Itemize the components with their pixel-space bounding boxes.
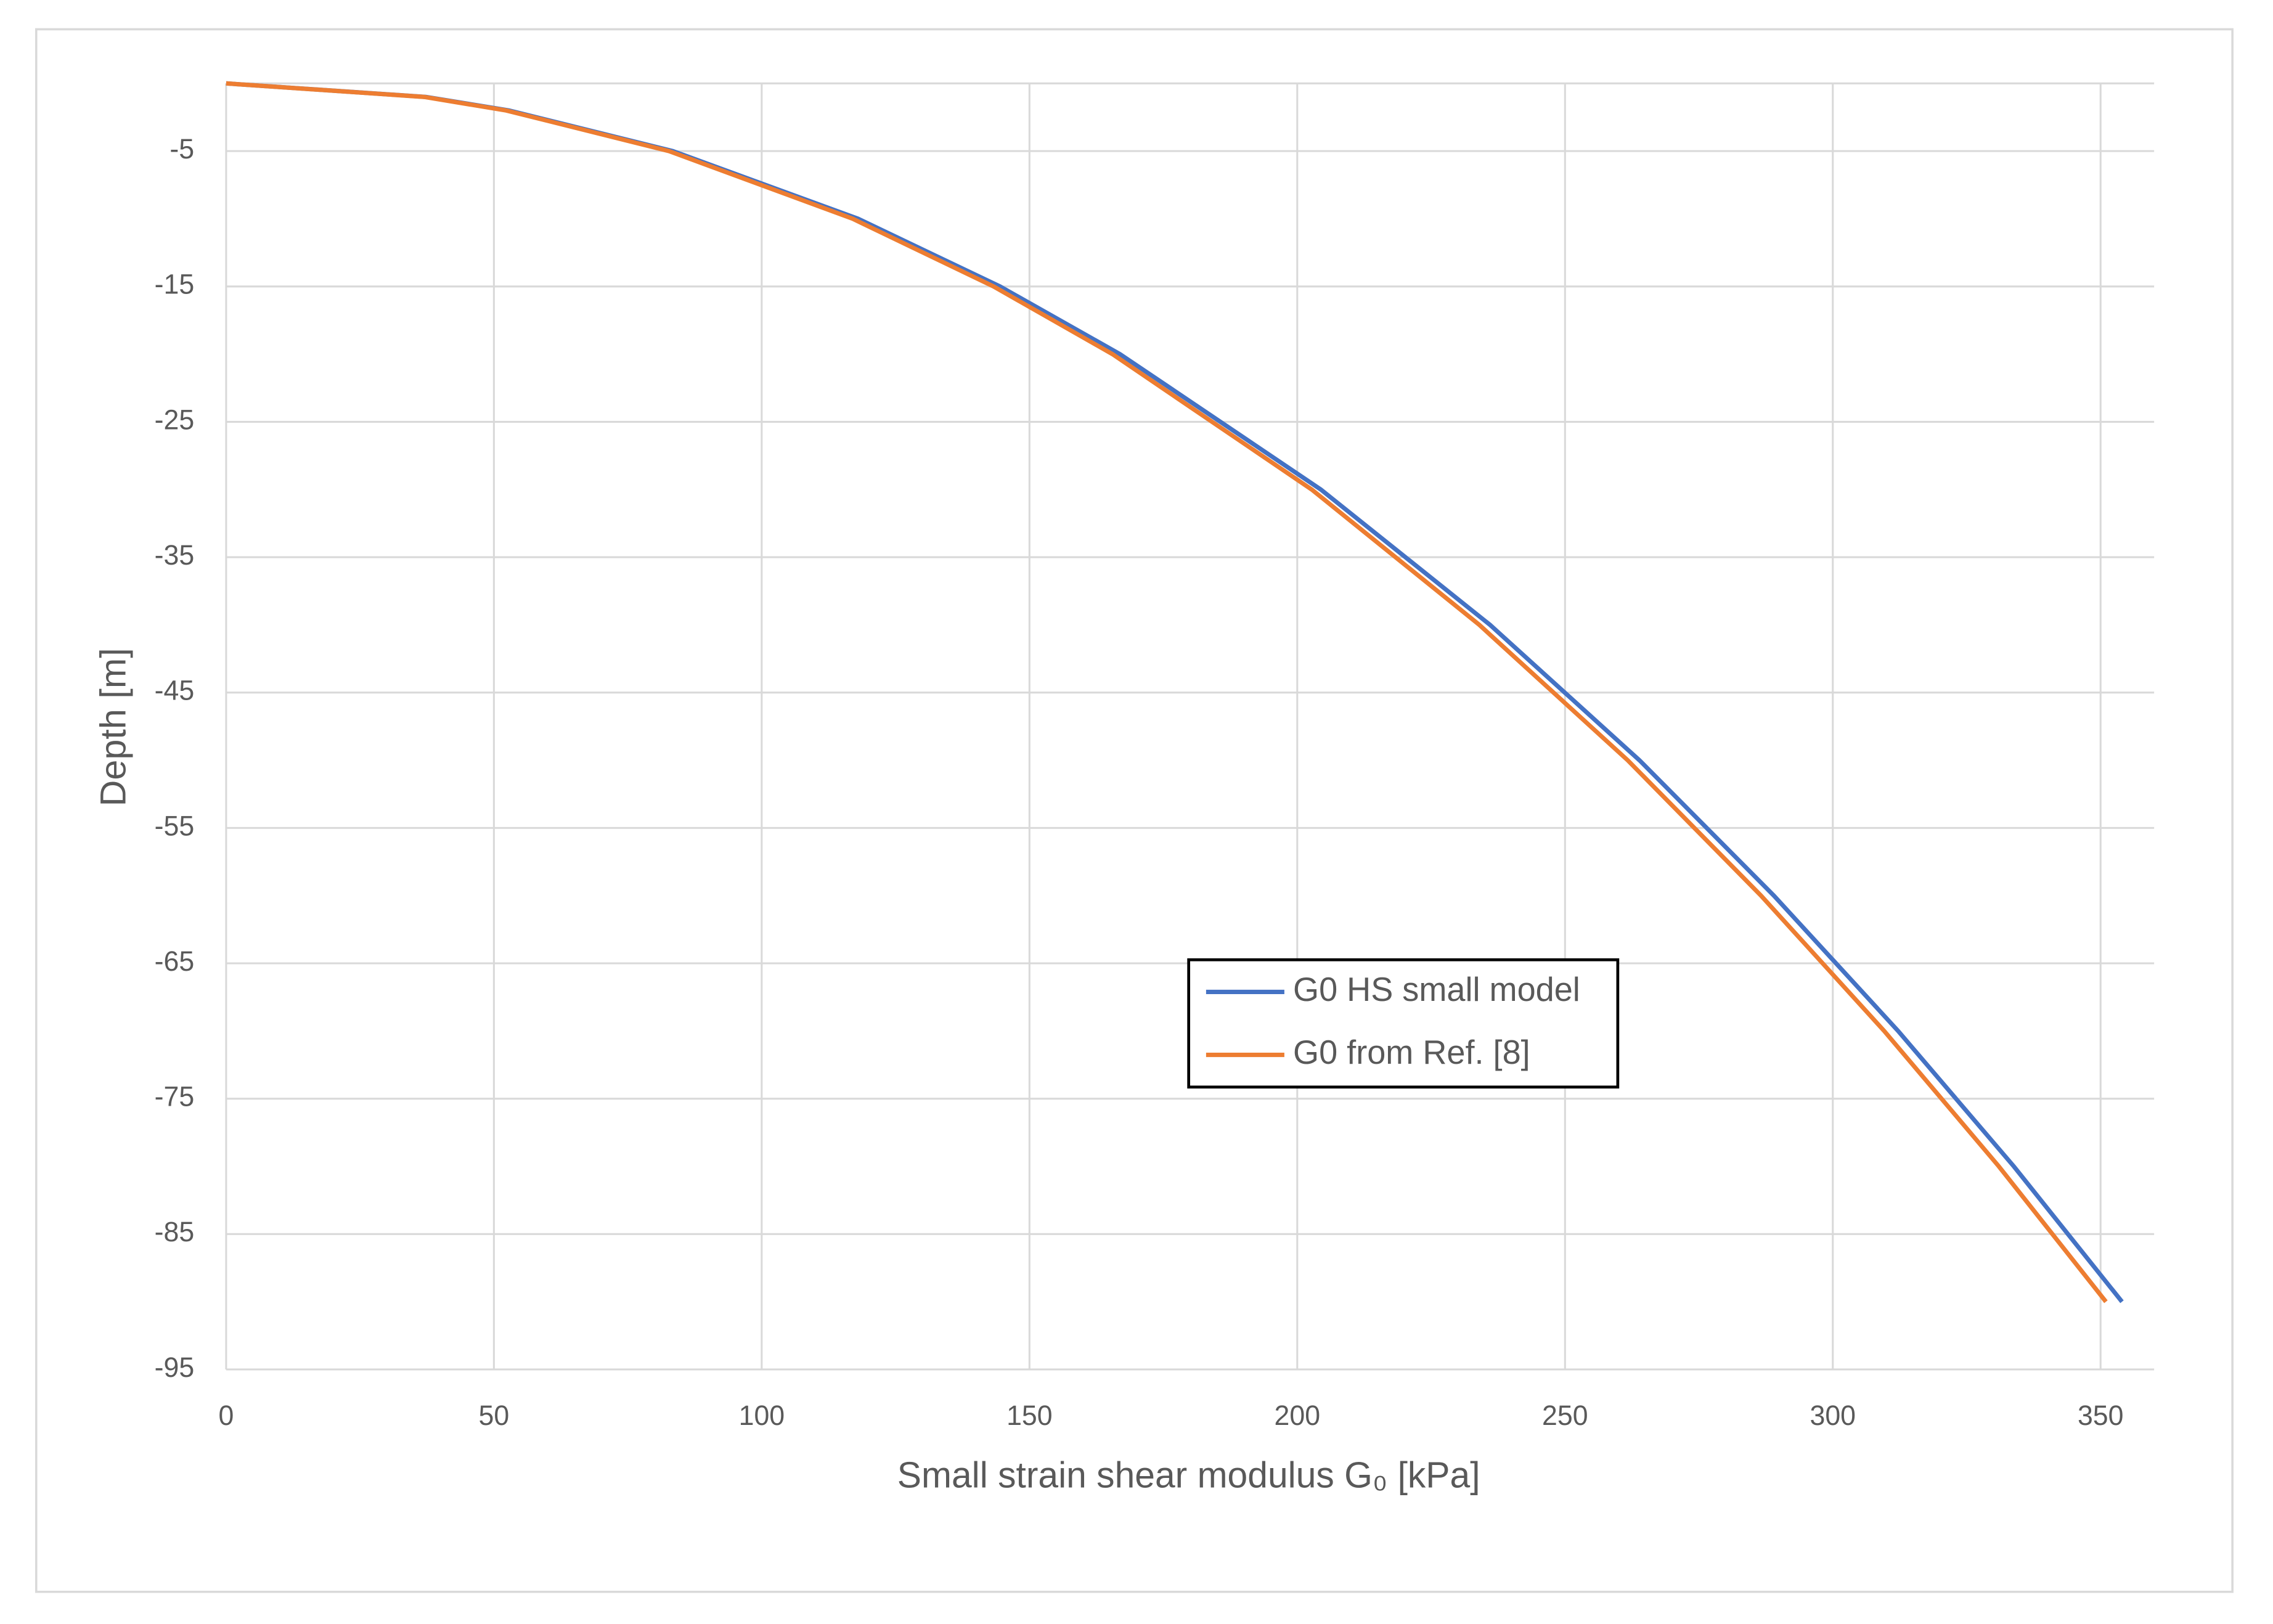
y-tick-label: -15 [155,269,195,300]
y-tick-label: -35 [155,539,195,571]
legend-label: G0 from Ref. [8] [1293,1034,1530,1071]
x-tick-label: 0 [218,1400,234,1431]
x-tick-label: 50 [479,1400,510,1431]
y-tick-label: -95 [155,1352,195,1383]
y-tick-label: -5 [169,133,194,165]
data-line [226,81,2108,1304]
y-tick-label: -75 [155,1080,195,1112]
y-tick-label: -25 [155,404,195,435]
x-tick-label: 250 [1542,1400,1588,1431]
legend-box [1187,958,1620,1089]
x-tick-label: 350 [2078,1400,2124,1431]
x-tick-label: 200 [1275,1400,1321,1431]
legend-label: G0 HS small model [1293,971,1580,1008]
x-tick-label: 100 [739,1400,785,1431]
y-axis-title: Depth [m] [93,648,134,806]
x-tick-label: 300 [1810,1400,1856,1431]
y-tick-label: -45 [155,674,195,706]
x-tick-label: 150 [1006,1400,1053,1431]
y-tick-label: -85 [155,1216,195,1247]
y-tick-label: -65 [155,945,195,977]
chart-frame [35,28,2234,1593]
y-tick-label: -55 [155,810,195,841]
x-axis-title: Small strain shear modulus G₀ [kPa] [897,1455,1480,1495]
